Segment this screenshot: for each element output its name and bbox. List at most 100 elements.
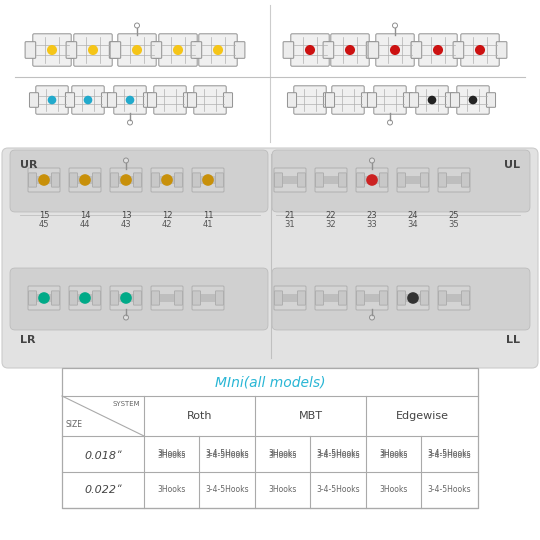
- Text: 3Hooks: 3Hooks: [157, 449, 186, 458]
- FancyBboxPatch shape: [133, 291, 141, 305]
- Circle shape: [428, 97, 436, 104]
- Text: LL: LL: [506, 335, 520, 345]
- FancyBboxPatch shape: [28, 286, 60, 310]
- FancyBboxPatch shape: [487, 93, 496, 107]
- Text: 15: 15: [39, 211, 49, 220]
- FancyBboxPatch shape: [323, 42, 334, 58]
- FancyBboxPatch shape: [438, 291, 447, 305]
- FancyBboxPatch shape: [315, 286, 347, 310]
- FancyBboxPatch shape: [367, 93, 376, 107]
- Circle shape: [39, 293, 49, 303]
- Text: 41: 41: [202, 220, 213, 229]
- FancyBboxPatch shape: [154, 86, 186, 114]
- Circle shape: [89, 46, 97, 55]
- Circle shape: [408, 293, 418, 303]
- FancyBboxPatch shape: [33, 34, 71, 66]
- FancyBboxPatch shape: [411, 42, 422, 58]
- FancyBboxPatch shape: [454, 42, 465, 58]
- FancyBboxPatch shape: [194, 42, 205, 58]
- Circle shape: [469, 97, 477, 104]
- Text: 3-4-5Hooks: 3-4-5Hooks: [428, 449, 471, 458]
- Text: 42: 42: [162, 220, 172, 229]
- FancyBboxPatch shape: [2, 148, 538, 368]
- FancyBboxPatch shape: [215, 291, 224, 305]
- FancyBboxPatch shape: [199, 34, 237, 66]
- FancyBboxPatch shape: [274, 173, 282, 187]
- Text: 3Hooks: 3Hooks: [268, 485, 296, 495]
- Text: 32: 32: [326, 220, 336, 229]
- FancyBboxPatch shape: [215, 173, 224, 187]
- FancyBboxPatch shape: [339, 173, 347, 187]
- Bar: [357, 294, 387, 302]
- FancyBboxPatch shape: [409, 93, 418, 107]
- Text: 13: 13: [120, 211, 131, 220]
- Text: 31: 31: [285, 220, 295, 229]
- FancyBboxPatch shape: [133, 173, 141, 187]
- FancyBboxPatch shape: [65, 93, 75, 107]
- FancyBboxPatch shape: [144, 93, 152, 107]
- FancyBboxPatch shape: [25, 42, 36, 58]
- Circle shape: [476, 46, 484, 55]
- Bar: [111, 294, 141, 302]
- FancyBboxPatch shape: [102, 93, 111, 107]
- FancyBboxPatch shape: [191, 42, 202, 58]
- Circle shape: [126, 97, 133, 104]
- FancyBboxPatch shape: [438, 168, 470, 192]
- Circle shape: [133, 46, 141, 55]
- FancyBboxPatch shape: [453, 42, 464, 58]
- FancyBboxPatch shape: [397, 286, 429, 310]
- FancyBboxPatch shape: [10, 150, 268, 212]
- Text: 3Hooks: 3Hooks: [157, 485, 186, 495]
- Circle shape: [124, 158, 129, 163]
- Circle shape: [174, 46, 183, 55]
- FancyBboxPatch shape: [462, 173, 469, 187]
- FancyBboxPatch shape: [69, 168, 101, 192]
- FancyBboxPatch shape: [36, 86, 68, 114]
- Circle shape: [162, 175, 172, 185]
- Bar: [152, 176, 182, 184]
- Text: SIZE: SIZE: [66, 420, 83, 429]
- FancyBboxPatch shape: [272, 268, 530, 330]
- Text: 3-4-5Hooks: 3-4-5Hooks: [205, 449, 249, 458]
- Text: 3-4-5Hooks: 3-4-5Hooks: [316, 485, 360, 495]
- FancyBboxPatch shape: [315, 173, 323, 187]
- Circle shape: [434, 46, 442, 55]
- Text: SYSTEM: SYSTEM: [112, 401, 140, 407]
- FancyBboxPatch shape: [274, 168, 306, 192]
- Text: 3Hooks: 3Hooks: [379, 449, 408, 458]
- Circle shape: [80, 293, 90, 303]
- Bar: [70, 294, 100, 302]
- FancyBboxPatch shape: [274, 286, 306, 310]
- Circle shape: [369, 315, 375, 320]
- FancyBboxPatch shape: [66, 42, 77, 58]
- Text: 22: 22: [326, 211, 336, 220]
- Text: 24: 24: [408, 211, 418, 220]
- FancyBboxPatch shape: [332, 86, 364, 114]
- Text: 45: 45: [39, 220, 49, 229]
- Text: 25: 25: [449, 211, 459, 220]
- Bar: [62, 368, 478, 508]
- Circle shape: [214, 46, 222, 55]
- FancyBboxPatch shape: [421, 291, 429, 305]
- FancyBboxPatch shape: [92, 291, 100, 305]
- FancyBboxPatch shape: [403, 93, 413, 107]
- Text: 3-4-5Hooks: 3-4-5Hooks: [428, 451, 471, 461]
- Text: 3-4-5Hooks: 3-4-5Hooks: [205, 485, 249, 495]
- FancyBboxPatch shape: [69, 286, 101, 310]
- Text: 33: 33: [367, 220, 377, 229]
- FancyBboxPatch shape: [287, 93, 296, 107]
- Text: 3-4-5Hooks: 3-4-5Hooks: [316, 449, 360, 458]
- Circle shape: [369, 158, 375, 163]
- Text: 3-4-5Hooks: 3-4-5Hooks: [205, 451, 249, 461]
- FancyBboxPatch shape: [356, 173, 365, 187]
- FancyBboxPatch shape: [380, 173, 388, 187]
- FancyBboxPatch shape: [68, 42, 79, 58]
- FancyBboxPatch shape: [496, 42, 507, 58]
- FancyBboxPatch shape: [331, 34, 369, 66]
- FancyBboxPatch shape: [192, 291, 200, 305]
- Text: 0.022ʺ: 0.022ʺ: [84, 485, 122, 495]
- Circle shape: [48, 46, 56, 55]
- FancyBboxPatch shape: [74, 34, 112, 66]
- Circle shape: [84, 97, 92, 104]
- FancyBboxPatch shape: [194, 86, 226, 114]
